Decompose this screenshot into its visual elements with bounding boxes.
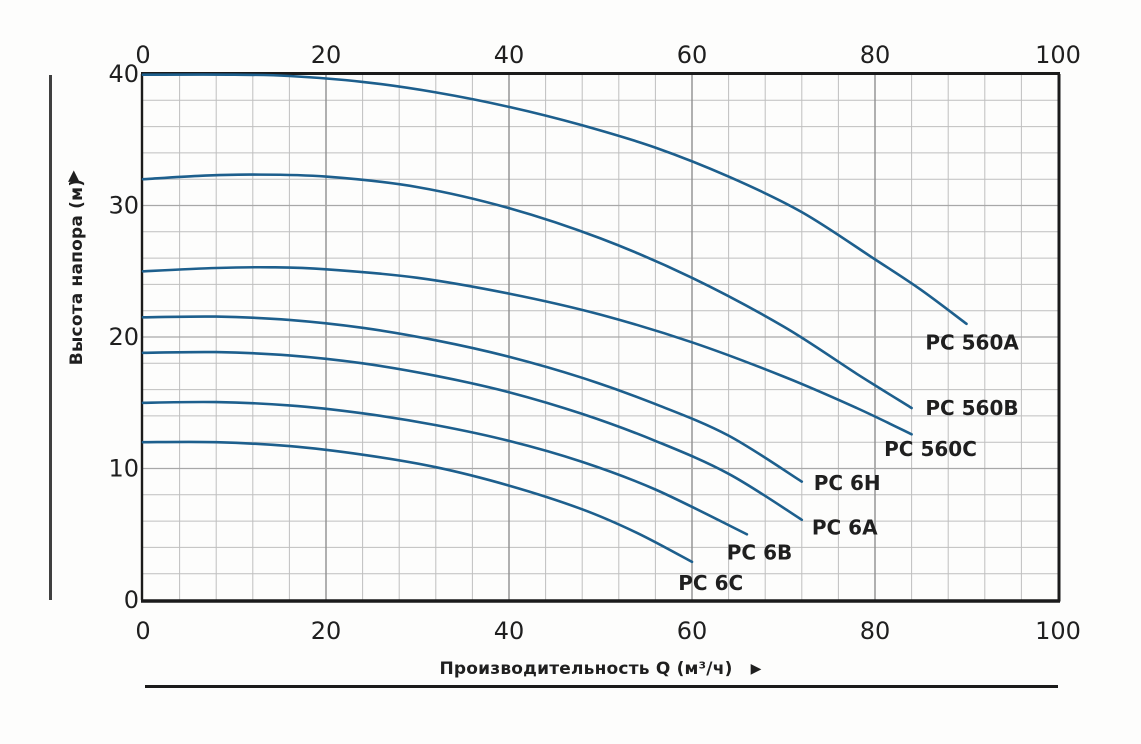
- x-tick-label-bottom: 60: [677, 617, 708, 645]
- y-tick-label: 0: [124, 586, 139, 614]
- x-tick-label-top: 40: [494, 41, 525, 69]
- x-axis-right-arrow-icon: ▶: [750, 661, 762, 677]
- pump-curve-pc-6h: [141, 315, 804, 483]
- x-axis-title: Производительность Q (м³/ч): [439, 659, 733, 679]
- pump-curve-pc-560b: [141, 173, 913, 410]
- pump-curve-pc-6c: [141, 440, 694, 564]
- x-tick-label-top: 20: [311, 41, 342, 69]
- x-tick-label-bottom: 20: [311, 617, 342, 645]
- pump-curve-pc-6a: [141, 350, 804, 522]
- x-tick-label-top: 0: [135, 41, 150, 69]
- x-tick-label-bottom: 40: [494, 617, 525, 645]
- pump-curve-pc-560c: [141, 265, 913, 436]
- curve-label-pc-6h: PC 6H: [814, 471, 881, 495]
- x-tick-label-top: 60: [677, 41, 708, 69]
- x-tick-label-bottom: 80: [860, 617, 891, 645]
- curve-label-pc-560a: PC 560A: [925, 330, 1019, 354]
- y-tick-label: 20: [108, 323, 139, 351]
- y-axis-title: Высота напора (м): [67, 178, 87, 366]
- curve-label-pc-560b: PC 560B: [925, 396, 1018, 420]
- x-tick-label-bottom: 0: [135, 617, 150, 645]
- pump-curve-pc-560a: [141, 73, 968, 326]
- curve-label-pc-6c: PC 6C: [678, 571, 743, 595]
- curve-label-pc-6a: PC 6A: [812, 516, 878, 540]
- y-tick-label: 10: [108, 455, 139, 483]
- y-tick-label: 40: [108, 60, 139, 88]
- x-axis-rule: [145, 685, 1058, 688]
- pump-curve-pc-6b: [141, 400, 749, 536]
- curve-label-pc-560c: PC 560C: [884, 437, 977, 461]
- x-tick-label-top: 80: [860, 41, 891, 69]
- x-tick-label-top: 100: [1035, 41, 1081, 69]
- x-axis-title-row: Производительность Q (м³/ч) ▶: [143, 659, 1058, 679]
- curve-label-pc-6b: PC 6B: [727, 541, 792, 565]
- y-axis-rule: [49, 75, 52, 600]
- y-axis-up-arrow-icon: ▲: [68, 166, 80, 184]
- y-tick-label: 30: [108, 192, 139, 220]
- x-tick-label-bottom: 100: [1035, 617, 1081, 645]
